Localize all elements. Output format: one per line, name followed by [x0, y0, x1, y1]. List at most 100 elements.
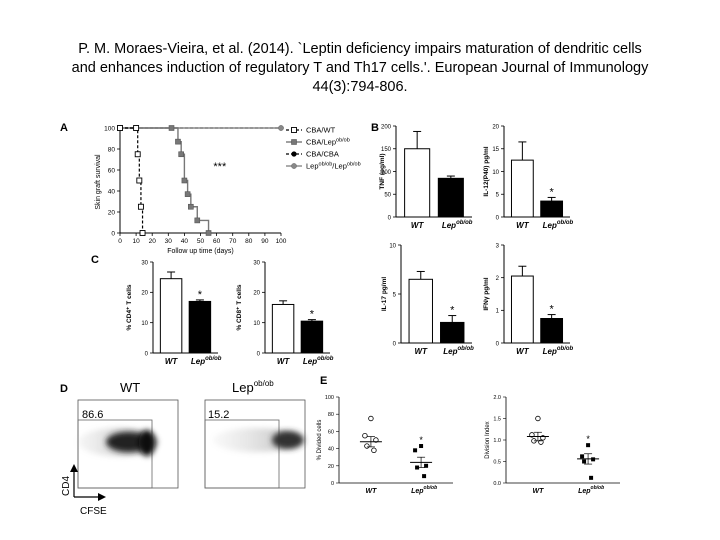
scatter-y-tick-label: 1.5: [493, 417, 501, 423]
scatter-y-tick-label: 40: [328, 447, 334, 453]
survival-series-point: [139, 230, 146, 236]
scatter-point-lep: [582, 459, 587, 464]
bar-lep: [540, 318, 564, 344]
scatter-category-wt: WT: [532, 488, 544, 495]
survival-x-tick-label: 60: [213, 238, 221, 245]
survival-x-tick-label: 70: [229, 238, 237, 245]
bar-y-tick-label: 0: [496, 341, 500, 347]
legend-entry: CBA/Lepob/ob: [306, 138, 350, 147]
panel-letter-b: B: [371, 122, 379, 134]
flow-density-lep-haze: [213, 428, 297, 452]
flow-cytometry-panel: WT Lepob/ob 86.6 15.2 CD4 CFSE: [61, 379, 306, 517]
survival-x-tick-label: 30: [165, 238, 173, 245]
bar-y-tick-label: 0: [496, 215, 500, 221]
bar-category-lep: Lepob/ob: [191, 356, 222, 366]
legend-swatch-marker: [291, 151, 297, 157]
flow-axis-cfse-label: CFSE: [80, 506, 107, 517]
survival-x-tick-label: 50: [197, 238, 205, 245]
citation-header: P. M. Moraes-Vieira, et al. (2014). `Lep…: [20, 40, 700, 97]
scatter-category-lep: Lepob/ob: [578, 485, 604, 495]
scatter-category-wt: WT: [365, 488, 377, 495]
il17-bar-chart: 0 5 10 IL-17 pg/ml WT Lepob/ob *: [381, 243, 474, 356]
bar-y-tick-label: 150: [381, 147, 392, 153]
survival-series-point: [188, 203, 194, 210]
bar-category-wt: WT: [415, 347, 429, 356]
scatter-y-tick-label: 80: [328, 412, 334, 418]
bar-y-tick-label: 30: [141, 260, 148, 266]
survival-series-point: [136, 177, 143, 184]
scatter-point-lep: [589, 475, 594, 480]
citation-line-2: and enhances induction of regulatory T a…: [71, 60, 649, 76]
survival-series-point: [168, 125, 175, 131]
bar-significance: *: [450, 305, 455, 317]
bar-category-lep: Lepob/ob: [443, 346, 474, 356]
bar-y-tick-label: 0: [388, 215, 392, 221]
bar-category-wt: WT: [516, 221, 530, 230]
flow-density-wt-peak: [139, 430, 155, 456]
survival-series-point: [178, 151, 184, 158]
bar-y-tick-label: 3: [496, 243, 500, 249]
bar-category-lep: Lepob/ob: [543, 346, 574, 356]
bar-wt: [408, 278, 433, 344]
division-index-scatter: 0.0 0.5 1.0 1.5 2.0 Division Index WT Lepob/ob *: [485, 395, 620, 495]
bar-y-axis-label: IFNγ pg/ml: [483, 277, 490, 310]
bar-category-lep: Lepob/ob: [442, 220, 473, 230]
survival-x-tick-label: 80: [245, 238, 253, 245]
scatter-y-tick-label: 0: [331, 481, 334, 487]
bar-y-tick-label: 5: [496, 193, 500, 199]
scatter-y-tick-label: 100: [325, 395, 334, 401]
bar-significance: *: [549, 304, 554, 316]
flow-axis-cd4-label: CD4: [61, 476, 72, 496]
bar-y-axis-label: % CD8⁺ T cells: [236, 284, 243, 330]
bar-wt: [404, 148, 431, 218]
survival-series-line: [120, 127, 210, 233]
survival-y-tick-label: 80: [108, 146, 116, 153]
citation-line-1: P. M. Moraes-Vieira, et al. (2014). `Lep…: [78, 41, 642, 57]
survival-x-tick-label: 90: [261, 238, 269, 245]
survival-legend: CBA/WT CBA/Lepob/ob CBA/CBA Lepob/ob/Lepob/…: [286, 126, 361, 171]
bar-y-axis-label: TNF (pg/ml): [379, 153, 386, 189]
ifng-bar-chart: 0 1 2 3 IFNγ pg/ml WT Lepob/ob *: [483, 243, 574, 356]
scatter-point-wt: [362, 433, 368, 439]
bar-y-tick-label: 10: [141, 321, 148, 327]
flow-gate-value-lep: 15.2: [208, 409, 229, 421]
survival-series-point: [134, 151, 141, 158]
bar-y-tick-label: 0: [257, 351, 261, 357]
scatter-y-tick-label: 0.5: [493, 460, 501, 466]
scatter-point-wt: [373, 437, 379, 443]
survival-y-axis-label: Skin graft survival: [95, 154, 102, 210]
bar-y-tick-label: 20: [253, 291, 260, 297]
scatter-significance: *: [586, 434, 590, 444]
bar-significance: *: [310, 309, 315, 321]
bar-significance: *: [198, 289, 203, 301]
flow-axis-cd4-arrow: [70, 464, 78, 472]
scatter-y-axis-label: Division Index: [485, 421, 491, 458]
survival-y-tick-label: 20: [108, 209, 116, 216]
citation-line-3: 44(3):794-806.: [312, 79, 408, 95]
bar-wt: [159, 278, 183, 354]
survival-x-tick-label: 40: [181, 238, 189, 245]
flow-column-wt: WT: [120, 380, 140, 395]
divided-cells-scatter: 0 20 40 60 80 100 % Divided cells WT Lepob/ob *: [317, 395, 453, 495]
scatter-point-lep: [580, 454, 585, 459]
scatter-y-tick-label: 1.0: [493, 438, 501, 444]
bar-category-lep: Lepob/ob: [303, 356, 334, 366]
legend-entry: CBA/CBA: [306, 150, 339, 159]
survival-x-tick-label: 0: [118, 238, 122, 245]
legend-swatch-marker: [291, 139, 297, 145]
scatter-point-lep: [586, 443, 591, 448]
legend-entry: Lepob/ob/Lepob/ob: [306, 162, 361, 171]
bar-lep: [300, 320, 324, 354]
legend-swatch-marker: [291, 127, 297, 133]
bar-y-tick-label: 50: [384, 193, 391, 199]
flow-axis-cfse-arrow: [98, 493, 106, 501]
bar-category-lep: Lepob/ob: [543, 220, 574, 230]
bar-significance: *: [549, 186, 554, 198]
scatter-category-lep: Lepob/ob: [411, 485, 437, 495]
tnf-bar-chart: 0 50 100 150 200 TNF (pg/ml) WT Lepob/ob: [379, 124, 473, 230]
bar-y-axis-label: IL-17 pg/ml: [381, 277, 388, 312]
cd4-bar-chart: 0 10 20 30 % CD4⁺ T cells WT Lepob/ob *: [126, 260, 222, 366]
survival-series-point: [133, 125, 140, 131]
scatter-point-wt: [529, 432, 535, 438]
cd8-bar-chart: 0 10 20 30 % CD8⁺ T cells WT Lepob/ob *: [236, 260, 334, 366]
